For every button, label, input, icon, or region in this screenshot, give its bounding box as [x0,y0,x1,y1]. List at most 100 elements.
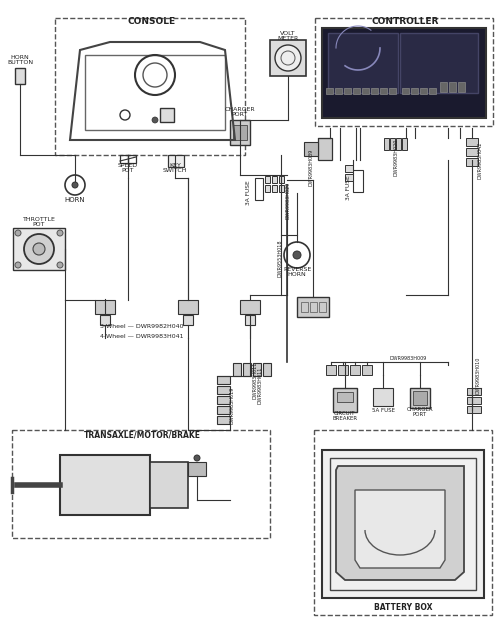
Circle shape [15,230,21,236]
Text: 4-Wheel — DWR9983H041: 4-Wheel — DWR9983H041 [100,334,184,339]
Bar [458,82,465,92]
Circle shape [194,455,200,461]
Bar [402,138,407,150]
Bar [272,176,277,183]
Bar [12,430,270,538]
Bar [15,68,25,84]
Text: KEY
SWITCH: KEY SWITCH [163,163,187,173]
Bar [245,315,255,325]
Circle shape [33,243,45,255]
Bar [279,176,284,183]
Bar [178,300,198,314]
Bar [326,88,333,94]
Text: THROTTLE
POT: THROTTLE POT [22,216,56,227]
Bar [315,18,493,126]
Text: CHARGER
PORT: CHARGER PORT [406,406,434,417]
Bar [217,416,230,424]
Circle shape [72,182,78,188]
Bar [168,155,184,167]
Bar [467,406,481,413]
Bar [314,430,492,615]
Circle shape [24,234,54,264]
Text: 3A FUSE: 3A FUSE [346,175,350,201]
Bar [400,33,478,93]
Text: DWR9983H042: DWR9983H042 [478,141,482,179]
Text: 3A FUSE: 3A FUSE [246,180,250,205]
Bar [328,33,398,93]
Text: DWR9983H019: DWR9983H019 [230,386,234,423]
Bar [350,365,360,375]
Bar [371,88,378,94]
Bar [100,315,110,325]
Bar [449,82,456,92]
Bar [217,406,230,414]
Bar [396,138,401,150]
Bar [344,88,351,94]
Bar [233,363,241,376]
Bar [120,155,136,163]
Bar [272,185,277,192]
Bar [322,28,486,118]
Text: 5A FUSE: 5A FUSE [372,408,394,413]
Bar [265,176,270,183]
Polygon shape [355,490,445,568]
Bar [243,363,251,376]
Bar [95,300,115,314]
Bar [338,365,348,375]
Bar [233,125,247,140]
Text: 3-Wheel — DWR9982H040: 3-Wheel — DWR9982H040 [100,325,184,330]
Bar [337,392,353,402]
Bar [362,88,369,94]
Bar [466,148,478,156]
Bar [183,315,193,325]
Circle shape [15,262,21,268]
Bar [389,88,396,94]
Text: DWR9983H009: DWR9983H009 [390,356,427,361]
Bar [265,185,270,192]
Bar [353,88,360,94]
Bar [466,158,478,166]
Text: HORN
BUTTON: HORN BUTTON [7,54,33,65]
Bar [411,88,418,94]
Bar [85,55,225,130]
Bar [330,458,476,590]
Text: DWR9983H039: DWR9983H039 [308,148,314,185]
Bar [362,365,372,375]
Bar [13,228,65,270]
Circle shape [275,45,301,71]
Text: VOLT
METER: VOLT METER [278,30,298,41]
Text: SPEED
POT: SPEED POT [118,163,138,173]
Bar [319,302,326,312]
Bar [413,391,427,405]
Text: BATTERY BOX: BATTERY BOX [374,603,432,613]
Bar [255,178,263,200]
Bar [384,138,389,150]
Bar [467,397,481,404]
Bar [440,82,447,92]
Text: DWR9983H010: DWR9983H010 [476,356,480,394]
Text: DWR9983H011: DWR9983H011 [258,367,262,404]
Bar [217,386,230,394]
Bar [335,88,342,94]
Circle shape [152,117,158,123]
Text: CONTROLLER: CONTROLLER [372,18,438,27]
Bar [318,138,332,160]
Bar [390,138,395,150]
Bar [345,165,353,172]
Text: DWR9983H020: DWR9983H020 [394,139,398,176]
Bar [217,376,230,384]
Text: CIRCUIT
BREAKER: CIRCUIT BREAKER [332,411,357,422]
Bar [310,302,317,312]
Text: DWR9983H011: DWR9983H011 [252,361,258,399]
Polygon shape [336,466,464,580]
Bar [466,138,478,146]
Bar [279,185,284,192]
Bar [333,388,357,412]
Bar [253,363,261,376]
Bar [230,120,250,145]
Bar [353,170,363,192]
Bar [55,18,245,155]
Circle shape [57,262,63,268]
Bar [301,302,308,312]
Bar [217,396,230,404]
